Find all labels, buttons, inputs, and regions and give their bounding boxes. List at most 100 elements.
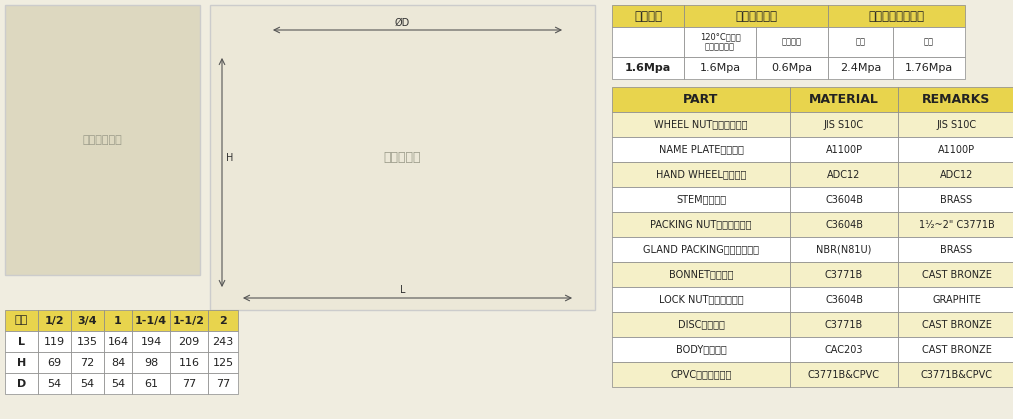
Text: PACKING NUT（閥桿螺帽）: PACKING NUT（閥桿螺帽） (650, 220, 752, 230)
Text: A1100P: A1100P (938, 145, 976, 155)
Text: C3604B: C3604B (825, 295, 863, 305)
FancyBboxPatch shape (612, 5, 684, 27)
FancyBboxPatch shape (612, 337, 790, 362)
Text: 閥座: 閥座 (924, 37, 934, 47)
FancyBboxPatch shape (756, 57, 828, 79)
Text: REMARKS: REMARKS (922, 93, 991, 106)
Text: ADC12: ADC12 (940, 170, 973, 179)
Text: NAME PLATE（銘板）: NAME PLATE（銘板） (658, 145, 744, 155)
FancyBboxPatch shape (612, 137, 790, 162)
Text: LOCK NUT（閥桿密封）: LOCK NUT（閥桿密封） (658, 295, 744, 305)
Text: 116: 116 (178, 357, 200, 367)
FancyBboxPatch shape (38, 331, 71, 352)
Text: 72: 72 (80, 357, 94, 367)
Text: CAC203: CAC203 (825, 344, 863, 354)
FancyBboxPatch shape (790, 237, 898, 262)
Text: 1-1/2: 1-1/2 (173, 316, 205, 326)
Text: 1.6Mpa: 1.6Mpa (625, 63, 672, 73)
FancyBboxPatch shape (38, 373, 71, 394)
Text: MATERIAL: MATERIAL (809, 93, 879, 106)
FancyBboxPatch shape (790, 312, 898, 337)
FancyBboxPatch shape (71, 373, 104, 394)
Text: 135: 135 (77, 336, 98, 347)
Text: 0.6Mpa: 0.6Mpa (772, 63, 812, 73)
FancyBboxPatch shape (170, 331, 208, 352)
Text: GRAPHITE: GRAPHITE (932, 295, 981, 305)
FancyBboxPatch shape (612, 262, 790, 287)
Text: C3771B&CPVC: C3771B&CPVC (808, 370, 880, 380)
Text: 1.76Mpa: 1.76Mpa (905, 63, 953, 73)
Text: 120°C以下之
水、油、蒸汽: 120°C以下之 水、油、蒸汽 (700, 32, 741, 52)
Text: 54: 54 (111, 378, 125, 388)
Text: STEM（閥桿）: STEM（閥桿） (676, 194, 726, 204)
FancyBboxPatch shape (38, 310, 71, 331)
Text: 209: 209 (178, 336, 200, 347)
Text: HAND WHEEL（手輪）: HAND WHEEL（手輪） (655, 170, 747, 179)
Text: C3604B: C3604B (825, 220, 863, 230)
FancyBboxPatch shape (71, 331, 104, 352)
Text: 試驗壓力（水壓）: 試驗壓力（水壓） (868, 10, 925, 23)
Text: 1.6Mpa: 1.6Mpa (699, 63, 741, 73)
FancyBboxPatch shape (170, 373, 208, 394)
FancyBboxPatch shape (132, 310, 170, 331)
Text: NBR(N81U): NBR(N81U) (816, 245, 872, 254)
FancyBboxPatch shape (790, 162, 898, 187)
Text: C3771B&CPVC: C3771B&CPVC (921, 370, 993, 380)
FancyBboxPatch shape (684, 57, 756, 79)
FancyBboxPatch shape (170, 310, 208, 331)
Text: C3604B: C3604B (825, 194, 863, 204)
Text: D: D (17, 378, 26, 388)
FancyBboxPatch shape (898, 237, 1013, 262)
Text: 1¹⁄₂~2" C3771B: 1¹⁄₂~2" C3771B (919, 220, 995, 230)
Text: 69: 69 (48, 357, 62, 367)
FancyBboxPatch shape (612, 212, 790, 237)
FancyBboxPatch shape (790, 287, 898, 312)
Text: 77: 77 (216, 378, 230, 388)
Text: L: L (400, 285, 405, 295)
Text: CAST BRONZE: CAST BRONZE (922, 344, 992, 354)
FancyBboxPatch shape (684, 5, 828, 27)
FancyBboxPatch shape (898, 362, 1013, 387)
FancyBboxPatch shape (5, 352, 38, 373)
Text: 54: 54 (80, 378, 94, 388)
Text: 2.4Mpa: 2.4Mpa (840, 63, 881, 73)
Text: 54: 54 (48, 378, 62, 388)
Text: 98: 98 (144, 357, 158, 367)
Text: L: L (18, 336, 25, 347)
FancyBboxPatch shape (5, 310, 38, 331)
FancyBboxPatch shape (208, 352, 238, 373)
Text: 閥體: 閥體 (856, 37, 865, 47)
Text: （閥門圖片）: （閥門圖片） (83, 135, 123, 145)
Text: 2: 2 (219, 316, 227, 326)
Text: DISC（閥盤）: DISC（閥盤） (678, 320, 724, 329)
FancyBboxPatch shape (5, 331, 38, 352)
FancyBboxPatch shape (5, 373, 38, 394)
Text: 61: 61 (144, 378, 158, 388)
FancyBboxPatch shape (170, 352, 208, 373)
Text: 3/4: 3/4 (78, 316, 97, 326)
FancyBboxPatch shape (132, 373, 170, 394)
FancyBboxPatch shape (898, 112, 1013, 137)
Text: H: H (17, 357, 26, 367)
Text: ØD: ØD (395, 18, 410, 28)
FancyBboxPatch shape (208, 331, 238, 352)
FancyBboxPatch shape (104, 373, 132, 394)
Text: JIS S10C: JIS S10C (936, 119, 977, 129)
FancyBboxPatch shape (612, 27, 684, 57)
Text: 194: 194 (141, 336, 162, 347)
FancyBboxPatch shape (104, 331, 132, 352)
Text: CAST BRONZE: CAST BRONZE (922, 320, 992, 329)
FancyBboxPatch shape (38, 352, 71, 373)
Text: BONNET（閥蓋）: BONNET（閥蓋） (669, 269, 733, 279)
Text: JIS S10C: JIS S10C (824, 119, 864, 129)
FancyBboxPatch shape (684, 27, 756, 57)
FancyBboxPatch shape (790, 112, 898, 137)
FancyBboxPatch shape (612, 287, 790, 312)
FancyBboxPatch shape (790, 137, 898, 162)
FancyBboxPatch shape (898, 287, 1013, 312)
FancyBboxPatch shape (790, 87, 898, 112)
FancyBboxPatch shape (612, 162, 790, 187)
FancyBboxPatch shape (612, 187, 790, 212)
Text: ADC12: ADC12 (828, 170, 861, 179)
Text: C3771B: C3771B (825, 320, 863, 329)
